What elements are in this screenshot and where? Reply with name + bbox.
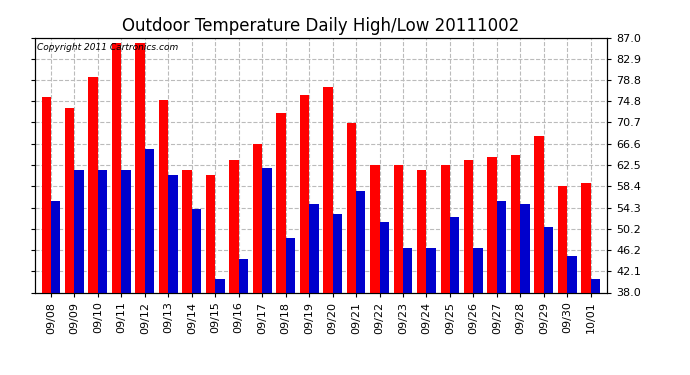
Bar	[253, 144, 262, 292]
Bar	[417, 170, 426, 292]
Bar	[440, 165, 450, 292]
Bar	[229, 160, 239, 292]
Bar	[488, 157, 497, 292]
Bar	[88, 76, 98, 292]
Bar	[511, 154, 520, 292]
Bar	[356, 191, 366, 292]
Bar	[168, 176, 178, 292]
Bar	[520, 204, 530, 292]
Bar	[215, 279, 225, 292]
Bar	[333, 214, 342, 292]
Bar	[51, 201, 60, 292]
Bar	[558, 186, 567, 292]
Bar	[323, 87, 333, 292]
Bar	[135, 43, 145, 292]
Bar	[582, 183, 591, 292]
Bar	[370, 165, 380, 292]
Text: Copyright 2011 Cartronics.com: Copyright 2011 Cartronics.com	[37, 43, 179, 52]
Bar	[121, 170, 130, 292]
Bar	[112, 43, 121, 292]
Bar	[159, 100, 168, 292]
Bar	[544, 228, 553, 292]
Bar	[497, 201, 506, 292]
Bar	[239, 259, 248, 292]
Bar	[473, 248, 483, 292]
Bar	[346, 123, 356, 292]
Bar	[75, 170, 83, 292]
Bar	[426, 248, 436, 292]
Bar	[41, 98, 51, 292]
Bar	[591, 279, 600, 292]
Bar	[145, 149, 154, 292]
Bar	[403, 248, 413, 292]
Bar	[299, 95, 309, 292]
Bar	[450, 217, 460, 292]
Bar	[262, 168, 272, 292]
Bar	[192, 209, 201, 292]
Bar	[464, 160, 473, 292]
Bar	[276, 113, 286, 292]
Bar	[535, 136, 544, 292]
Bar	[206, 176, 215, 292]
Bar	[182, 170, 192, 292]
Bar	[309, 204, 319, 292]
Bar	[567, 256, 577, 292]
Bar	[286, 238, 295, 292]
Title: Outdoor Temperature Daily High/Low 20111002: Outdoor Temperature Daily High/Low 20111…	[122, 16, 520, 34]
Bar	[98, 170, 107, 292]
Bar	[393, 165, 403, 292]
Bar	[380, 222, 389, 292]
Bar	[65, 108, 75, 292]
